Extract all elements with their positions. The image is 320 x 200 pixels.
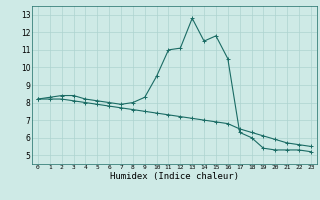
X-axis label: Humidex (Indice chaleur): Humidex (Indice chaleur): [110, 172, 239, 181]
